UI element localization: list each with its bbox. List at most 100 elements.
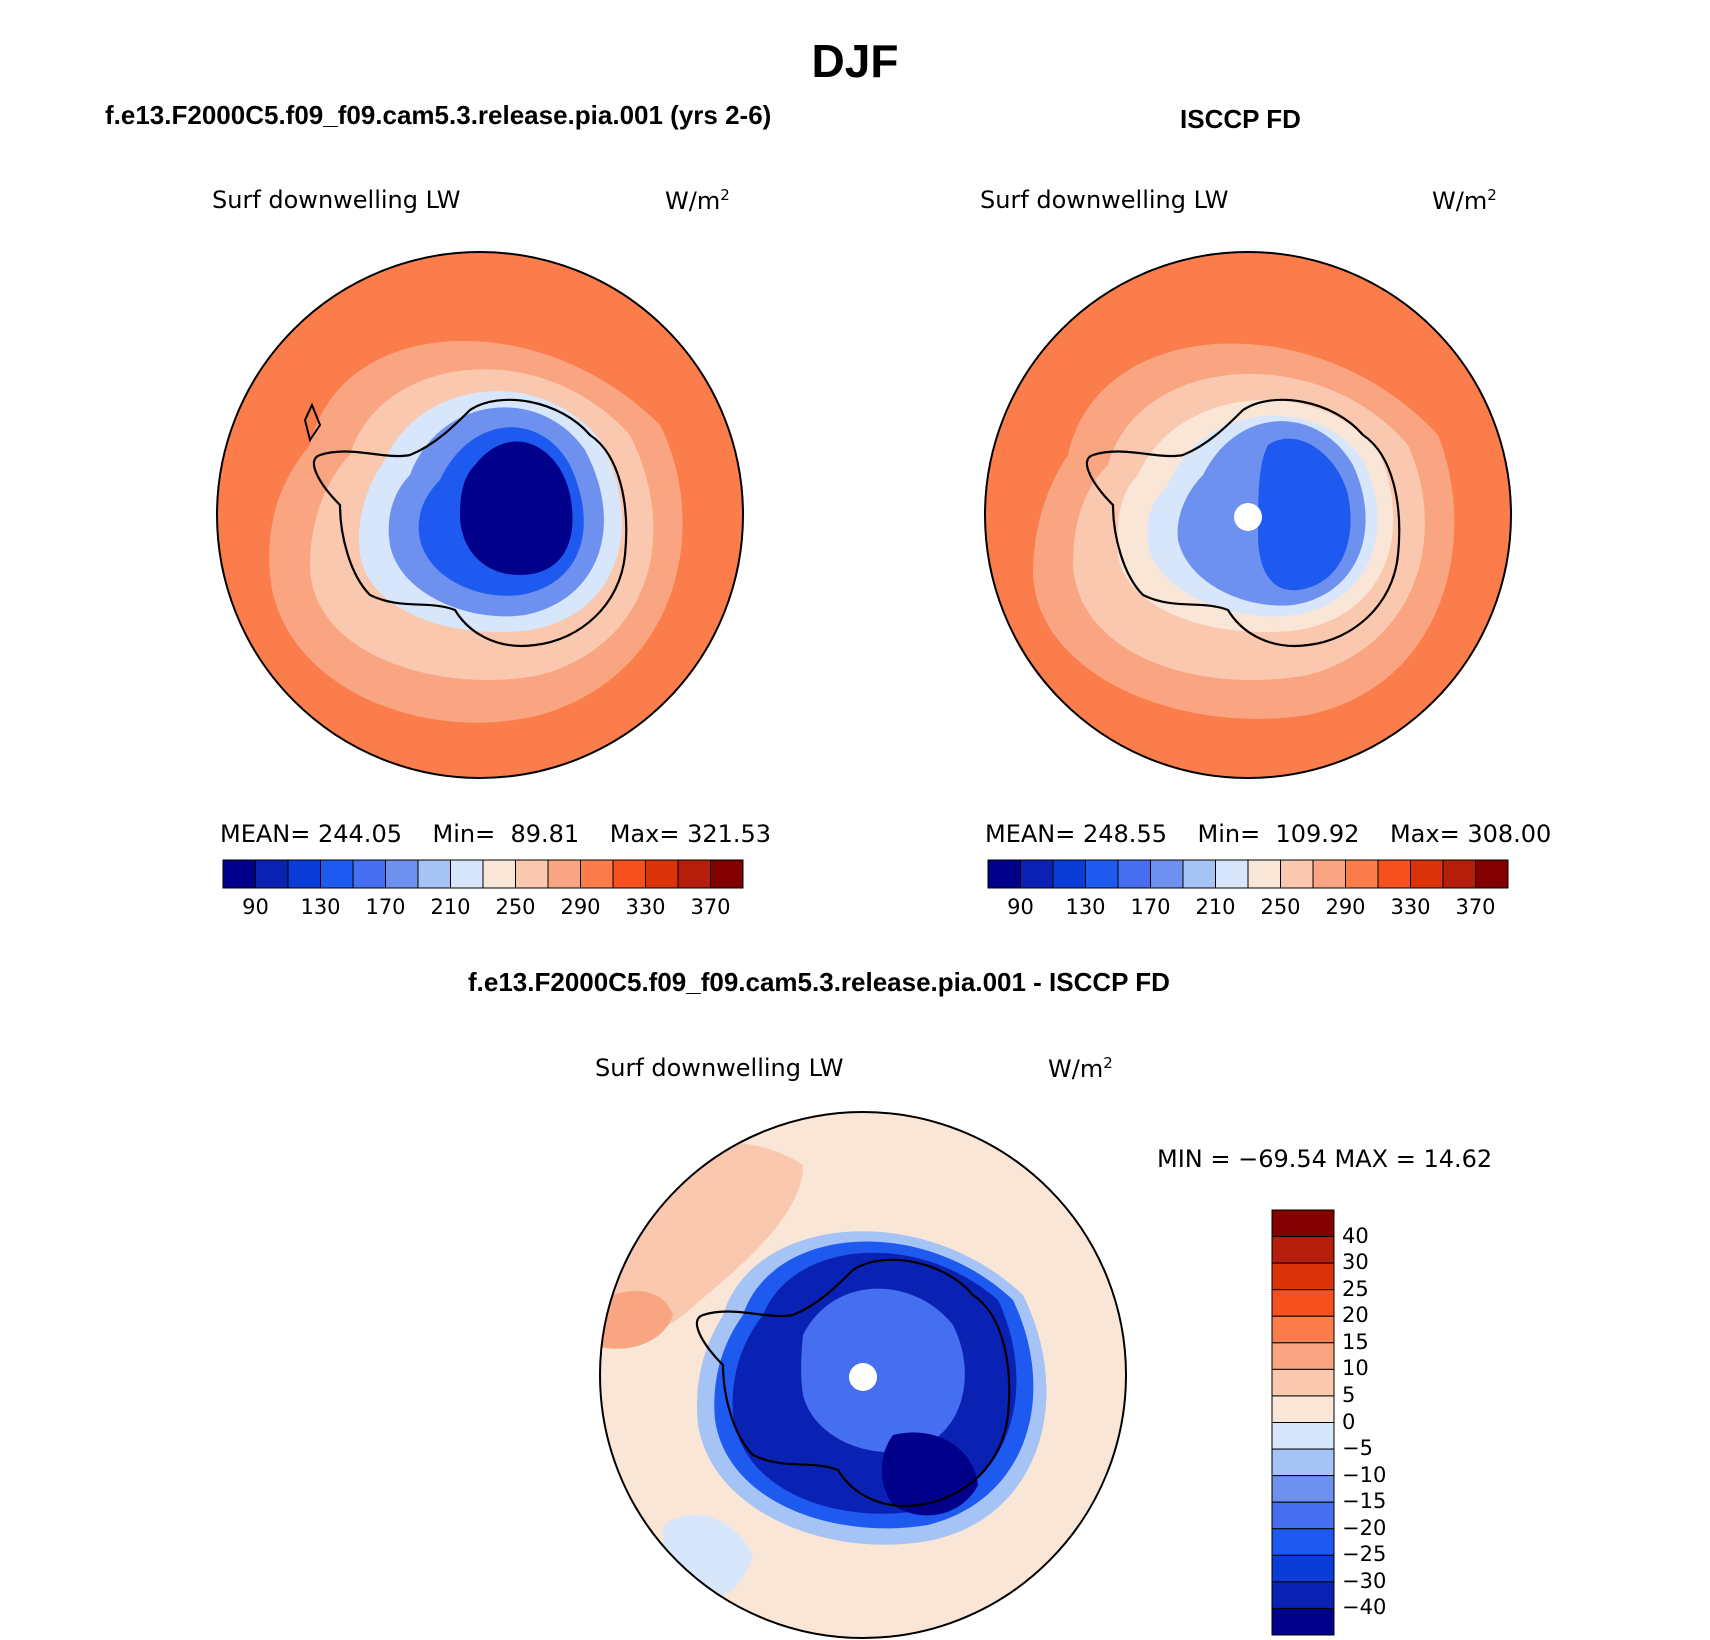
map-boundary bbox=[216, 251, 744, 779]
colorbar-box bbox=[710, 859, 744, 889]
colorbar-box bbox=[1271, 1607, 1335, 1636]
colorbar-box bbox=[287, 859, 321, 889]
colorbar-tick-label: 250 bbox=[495, 895, 536, 919]
colorbar-box bbox=[1271, 1528, 1335, 1556]
panel-title-model: f.e13.F2000C5.f09_f09.cam5.3.release.pia… bbox=[105, 100, 772, 130]
variable-label-obs: Surf downwelling LW bbox=[980, 186, 1229, 214]
units-label-diff: W/m2 bbox=[1048, 1054, 1113, 1083]
colorbar-tick-label: 0 bbox=[1342, 1409, 1356, 1434]
colorbar-box bbox=[547, 859, 581, 889]
panel-title-diff: f.e13.F2000C5.f09_f09.cam5.3.release.pia… bbox=[468, 967, 1170, 997]
colorbar-box bbox=[1271, 1554, 1335, 1583]
colorbar-box bbox=[320, 859, 354, 889]
field-band-coldest bbox=[460, 441, 573, 575]
colorbar-box bbox=[1271, 1236, 1335, 1264]
colorbar-box bbox=[1271, 1289, 1335, 1317]
colorbar-tick-label: −30 bbox=[1342, 1568, 1387, 1593]
colorbar-tick-label: −10 bbox=[1342, 1462, 1387, 1487]
colorbar-box bbox=[1271, 1448, 1335, 1477]
colorbar-tick-label: 370 bbox=[690, 895, 731, 919]
colorbar-diff bbox=[1271, 1209, 1335, 1636]
colorbar-tick-label: 10 bbox=[1342, 1356, 1369, 1381]
colorbar-tick-label: 5 bbox=[1342, 1382, 1356, 1407]
units-label-model: W/m2 bbox=[665, 186, 730, 215]
colorbar-tick-label: −20 bbox=[1342, 1515, 1387, 1540]
stats-model: MEAN= 244.05 Min= 89.81 Max= 321.53 bbox=[220, 820, 772, 848]
colorbar-box bbox=[1247, 859, 1281, 889]
antarctica-coastline bbox=[1085, 398, 1401, 648]
colorbar-tick-label: 170 bbox=[365, 895, 406, 919]
map-boundary bbox=[984, 251, 1512, 779]
colorbar-box bbox=[515, 859, 549, 889]
colorbar-box bbox=[255, 859, 289, 889]
stats-obs: MEAN= 248.55 Min= 109.92 Max= 308.00 bbox=[985, 820, 1552, 848]
colorbar-box bbox=[612, 859, 646, 889]
colorbar-tick-label: 20 bbox=[1342, 1303, 1369, 1328]
main-title: DJF bbox=[811, 35, 899, 87]
colorbar-box bbox=[1312, 859, 1346, 889]
colorbar-tick-label: 210 bbox=[1195, 895, 1236, 919]
colorbar-box bbox=[645, 859, 679, 889]
colorbar-obs bbox=[987, 859, 1509, 889]
colorbar-tick-label: 290 bbox=[1325, 895, 1366, 919]
colorbar-box bbox=[1271, 1209, 1335, 1238]
colorbar-tick-label: 15 bbox=[1342, 1329, 1369, 1354]
colorbar-box bbox=[1271, 1395, 1335, 1423]
colorbar-box bbox=[1271, 1315, 1335, 1344]
colorbar-tick-label: −5 bbox=[1342, 1436, 1373, 1461]
units-label-obs: W/m2 bbox=[1432, 186, 1497, 215]
peninsula-coast bbox=[303, 402, 322, 443]
field-band-pos-high bbox=[600, 1291, 673, 1349]
colorbar-tick-label: 290 bbox=[560, 895, 601, 919]
colorbar-box bbox=[987, 859, 1021, 889]
colorbar-tick-label: 90 bbox=[1007, 895, 1034, 919]
colorbar-box bbox=[1345, 859, 1379, 889]
colorbar-box bbox=[1377, 859, 1411, 889]
colorbar-box bbox=[1215, 859, 1249, 889]
colorbar-tick-label: 30 bbox=[1342, 1250, 1369, 1275]
panel-title-obs: ISCCP FD bbox=[1180, 104, 1301, 134]
colorbar-tick-label: 130 bbox=[1065, 895, 1106, 919]
colorbar-box bbox=[1052, 859, 1086, 889]
colorbar-tick-label: −25 bbox=[1342, 1542, 1387, 1567]
colorbar-tick-label: 330 bbox=[625, 895, 666, 919]
variable-label-model: Surf downwelling LW bbox=[212, 186, 461, 214]
colorbar-box bbox=[1271, 1262, 1335, 1291]
map-diff bbox=[599, 1111, 1127, 1639]
missing-data-pole bbox=[849, 1363, 877, 1391]
colorbar-box bbox=[580, 859, 614, 889]
colorbar-tick-label: 40 bbox=[1342, 1223, 1369, 1248]
stats-diff: MIN = −69.54 MAX = 14.62 bbox=[1157, 1145, 1493, 1173]
colorbar-tick-label: −15 bbox=[1342, 1489, 1387, 1514]
map-model bbox=[216, 251, 744, 779]
colorbar-tick-label: −40 bbox=[1342, 1595, 1387, 1620]
colorbar-box bbox=[417, 859, 451, 889]
colorbar-box bbox=[1085, 859, 1119, 889]
map-obs bbox=[984, 251, 1512, 779]
colorbar-box bbox=[352, 859, 386, 889]
field-band-colder bbox=[1258, 438, 1351, 591]
field-band-interior bbox=[801, 1288, 965, 1453]
colorbar-tick-label: 25 bbox=[1342, 1276, 1369, 1301]
colorbar-box bbox=[1182, 859, 1216, 889]
colorbar-tick-label: 370 bbox=[1455, 895, 1496, 919]
antarctica-coastline bbox=[695, 1258, 1011, 1508]
colorbar-tick-label: 90 bbox=[242, 895, 269, 919]
colorbar-box bbox=[1280, 859, 1314, 889]
colorbar-box bbox=[677, 859, 711, 889]
colorbar-tick-label: 330 bbox=[1390, 895, 1431, 919]
variable-label-diff: Surf downwelling LW bbox=[595, 1054, 844, 1082]
colorbar-box bbox=[1271, 1368, 1335, 1397]
colorbar-box bbox=[1150, 859, 1184, 889]
colorbar-tick-label: 250 bbox=[1260, 895, 1301, 919]
missing-data-pole bbox=[1234, 503, 1262, 531]
colorbar-box bbox=[1410, 859, 1444, 889]
colorbar-box bbox=[222, 859, 256, 889]
colorbar-ticks-model: 90 130 170 210 250 290 330 370 bbox=[223, 895, 743, 925]
colorbar-tick-label: 130 bbox=[300, 895, 341, 919]
colorbar-ticks-obs: 90 130 170 210 250 290 330 370 bbox=[988, 895, 1508, 925]
colorbar-model bbox=[222, 859, 744, 889]
colorbar-box bbox=[1442, 859, 1476, 889]
colorbar-ticks-diff: 40 30 25 20 15 10 5 0 −5 −10 −15 −20 −25 −30 −40 bbox=[1342, 1210, 1432, 1635]
colorbar-tick-label: 170 bbox=[1130, 895, 1171, 919]
